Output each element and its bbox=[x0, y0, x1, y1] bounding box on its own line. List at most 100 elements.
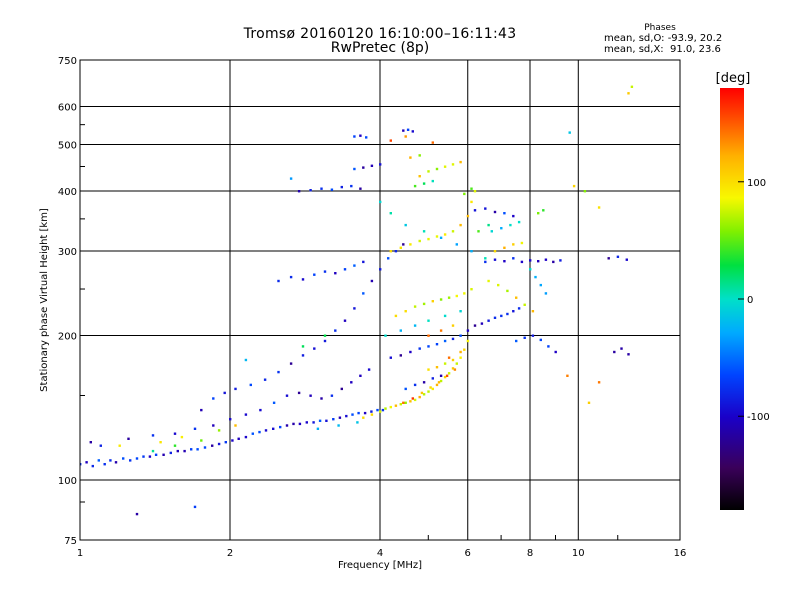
data-point bbox=[292, 422, 295, 426]
data-point bbox=[196, 448, 199, 451]
x-tick-label: 2 bbox=[227, 548, 233, 559]
data-point bbox=[217, 442, 221, 446]
data-point bbox=[512, 214, 515, 218]
data-point bbox=[503, 260, 506, 263]
data-point bbox=[484, 257, 487, 260]
data-point bbox=[411, 397, 414, 400]
data-point bbox=[169, 451, 172, 455]
data-point bbox=[427, 319, 430, 322]
colorbar-tick-label: 100 bbox=[747, 178, 766, 189]
data-point bbox=[394, 404, 398, 407]
data-point bbox=[350, 184, 353, 188]
data-point bbox=[422, 381, 426, 384]
data-point bbox=[455, 294, 458, 298]
data-point bbox=[418, 347, 421, 350]
data-point bbox=[122, 457, 125, 460]
data-point bbox=[129, 459, 132, 462]
data-point bbox=[305, 421, 308, 424]
data-point bbox=[159, 441, 162, 444]
data-point bbox=[451, 358, 455, 362]
data-point bbox=[572, 184, 576, 188]
data-point bbox=[583, 190, 587, 193]
data-point bbox=[466, 339, 470, 343]
x-tick-label: 6 bbox=[465, 548, 471, 559]
plot-grid bbox=[80, 60, 680, 540]
data-point bbox=[212, 424, 215, 427]
data-point bbox=[114, 461, 118, 464]
data-point bbox=[313, 273, 316, 276]
data-point bbox=[351, 413, 354, 416]
data-point bbox=[493, 316, 497, 319]
data-point bbox=[509, 223, 512, 227]
data-point bbox=[231, 439, 234, 442]
data-point bbox=[473, 209, 477, 212]
data-point bbox=[539, 283, 542, 287]
data-point bbox=[279, 425, 282, 429]
data-point bbox=[568, 131, 571, 134]
colorbar-label: [deg] bbox=[716, 71, 751, 86]
data-point bbox=[512, 257, 515, 260]
data-point bbox=[277, 279, 280, 283]
data-point bbox=[289, 177, 293, 180]
data-point bbox=[422, 302, 426, 306]
data-point bbox=[470, 187, 473, 190]
data-point bbox=[500, 227, 503, 230]
data-point bbox=[394, 250, 398, 253]
data-point bbox=[439, 379, 443, 383]
data-point bbox=[330, 394, 334, 397]
data-point bbox=[435, 235, 439, 238]
data-point bbox=[99, 444, 102, 447]
data-point bbox=[523, 336, 526, 339]
data-point bbox=[435, 343, 439, 346]
data-point bbox=[627, 92, 630, 95]
data-point bbox=[523, 303, 526, 306]
data-point bbox=[190, 448, 193, 451]
x-tick-label: 1 bbox=[77, 548, 83, 559]
data-point bbox=[451, 230, 455, 233]
data-point bbox=[559, 259, 562, 262]
data-point bbox=[466, 329, 470, 332]
data-point bbox=[379, 410, 382, 413]
data-point bbox=[506, 312, 509, 316]
data-point bbox=[422, 230, 426, 233]
data-point bbox=[413, 383, 417, 387]
data-point bbox=[517, 307, 521, 310]
data-point bbox=[223, 391, 226, 395]
colorbar-tick-label: -100 bbox=[747, 412, 770, 423]
data-point bbox=[379, 268, 382, 271]
data-point bbox=[363, 411, 367, 415]
data-point bbox=[402, 243, 405, 246]
data-point bbox=[422, 182, 426, 185]
x-axis-label: Frequency [MHz] bbox=[338, 560, 422, 571]
data-point bbox=[431, 141, 434, 144]
data-point bbox=[193, 505, 197, 509]
data-point bbox=[515, 296, 518, 299]
y-tick-label: 400 bbox=[58, 187, 77, 198]
data-point bbox=[537, 212, 540, 215]
data-point bbox=[531, 310, 535, 313]
data-point bbox=[459, 310, 462, 313]
data-point bbox=[234, 387, 237, 391]
data-point bbox=[529, 268, 532, 271]
data-point bbox=[463, 292, 466, 295]
data-point bbox=[118, 444, 121, 447]
data-point bbox=[427, 390, 430, 393]
data-point bbox=[420, 391, 424, 395]
data-point bbox=[534, 275, 537, 279]
y-tick-label: 100 bbox=[58, 476, 77, 487]
data-point bbox=[313, 347, 316, 350]
data-point bbox=[431, 300, 434, 303]
data-point bbox=[334, 272, 337, 275]
data-point bbox=[258, 430, 261, 434]
data-point bbox=[409, 400, 412, 403]
data-point bbox=[365, 136, 368, 139]
data-point bbox=[515, 339, 518, 343]
data-point bbox=[427, 237, 430, 241]
data-point bbox=[353, 167, 356, 171]
data-point bbox=[427, 334, 430, 337]
data-point bbox=[512, 243, 515, 246]
data-point bbox=[544, 258, 548, 261]
data-point bbox=[97, 459, 100, 462]
data-point bbox=[370, 279, 374, 283]
